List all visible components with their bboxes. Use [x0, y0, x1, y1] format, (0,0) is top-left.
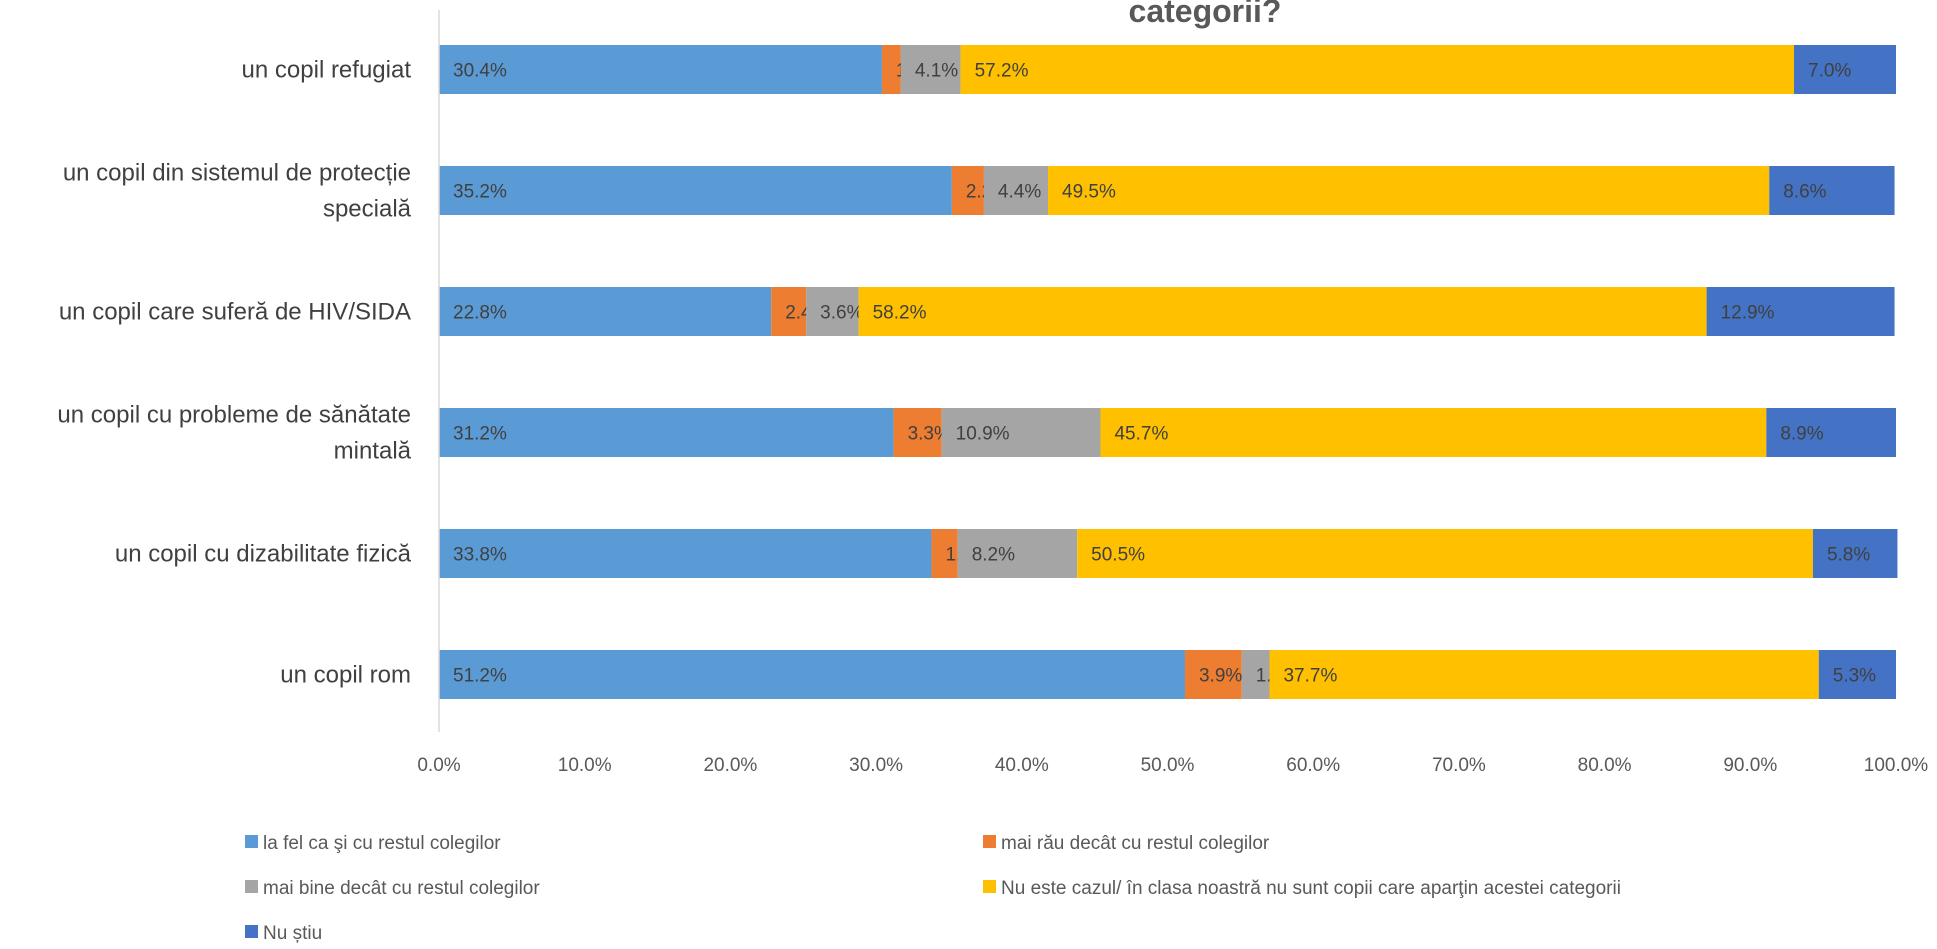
x-tick-label: 70.0% — [1432, 755, 1486, 776]
data-label: 3.6% — [820, 303, 863, 324]
category-label: un copil refugiat — [242, 57, 412, 84]
data-label: 4.1% — [915, 61, 958, 82]
bar-segment — [951, 166, 984, 215]
x-tick-label: 40.0% — [995, 755, 1049, 776]
x-tick-label: 90.0% — [1723, 755, 1777, 776]
bar-segment — [1769, 166, 1895, 215]
legend-swatch — [983, 880, 996, 893]
bar-segment — [1706, 287, 1895, 336]
data-label: 58.2% — [873, 303, 927, 324]
bar-segment — [900, 45, 961, 94]
data-label: 22.8% — [453, 303, 507, 324]
x-tick-label: 60.0% — [1286, 755, 1340, 776]
x-tick-label: 10.0% — [558, 755, 612, 776]
bar-segment — [1184, 650, 1242, 699]
bar-segment — [1766, 408, 1896, 457]
category-label: un copil din sistemul de protecție specia… — [63, 160, 412, 223]
category-label: un copil rom — [280, 662, 411, 689]
data-label: 3.3% — [908, 424, 951, 445]
x-tick-label: 80.0% — [1578, 755, 1632, 776]
bar-segment — [1794, 45, 1896, 94]
category-label: un copil care suferă de HIV/SIDA — [59, 299, 411, 326]
data-label: 3.9% — [1199, 666, 1242, 687]
data-label: 5.8% — [1827, 545, 1870, 566]
data-label: 37.7% — [1283, 666, 1337, 687]
bar-segment — [439, 408, 894, 457]
bar-segment — [881, 45, 901, 94]
data-label: 50.5% — [1091, 545, 1145, 566]
legend-swatch — [245, 925, 258, 938]
data-label: 8.2% — [972, 545, 1015, 566]
category-label: un copil cu probleme de sănătate mintală — [57, 402, 411, 465]
legend-item-label: la fel ca şi cu restul colegilor — [263, 833, 501, 854]
x-axis: 0.0% 10.0% 20.0% 30.0% 40.0% 50.0% 60.0% 70.0% 8… — [417, 10, 1928, 776]
data-label: 8.6% — [1783, 182, 1826, 203]
bars-layer: 30.4%1.3%4.1%57.2%7.0%35.2%2.2%4.4%49.5%… — [439, 45, 1898, 699]
data-label: 57.2% — [975, 61, 1029, 82]
data-label: 45.7% — [1114, 424, 1168, 445]
bar-segment — [771, 287, 807, 336]
chart-title: categorii? — [1129, 0, 1282, 29]
bar-segment — [931, 529, 958, 578]
bar-segment — [1100, 408, 1767, 457]
x-tick-label: 100.0% — [1864, 755, 1929, 776]
legend-item-label: mai rău decât cu restul colegilor — [1001, 833, 1270, 854]
legend: la fel ca şi cu restul colegilor mai rău … — [245, 833, 1621, 944]
bar-segment — [1818, 650, 1896, 699]
data-label: 31.2% — [453, 424, 507, 445]
bar-segment — [941, 408, 1101, 457]
data-label: 4.4% — [998, 182, 1041, 203]
bar-segment — [439, 45, 882, 94]
legend-swatch — [245, 880, 258, 893]
data-label: 7.0% — [1808, 61, 1851, 82]
x-tick-label: 20.0% — [703, 755, 757, 776]
data-label: 35.2% — [453, 182, 507, 203]
category-labels: un copil refugiat un copil din sistemul d… — [57, 57, 411, 689]
data-label: 51.2% — [453, 666, 507, 687]
bar-segment — [439, 166, 952, 215]
bar-segment — [1077, 529, 1813, 578]
bar-segment — [1812, 529, 1898, 578]
bar-segment — [1269, 650, 1819, 699]
data-label: 8.9% — [1780, 424, 1823, 445]
legend-item-label: Nu este cazul/ în clasa noastră nu sunt … — [1001, 878, 1621, 899]
x-tick-label: 30.0% — [849, 755, 903, 776]
data-label: 30.4% — [453, 61, 507, 82]
bar-segment — [806, 287, 859, 336]
legend-item-label: mai bine decât cu restul colegilor — [263, 878, 540, 899]
bar-segment — [957, 529, 1078, 578]
legend-swatch — [245, 835, 258, 848]
bar-segment — [983, 166, 1049, 215]
legend-swatch — [983, 835, 996, 848]
bar-segment — [893, 408, 942, 457]
bar-segment — [1241, 650, 1270, 699]
bar-segment — [1048, 166, 1770, 215]
data-label: 5.3% — [1833, 666, 1876, 687]
bar-segment — [439, 650, 1185, 699]
bar-segment — [858, 287, 1707, 336]
legend-item-label: Nu știu — [263, 923, 322, 944]
bar-segment — [439, 287, 772, 336]
data-label: 12.9% — [1721, 303, 1775, 324]
data-label: 10.9% — [956, 424, 1010, 445]
bar-segment — [960, 45, 1795, 94]
bar-segment — [439, 529, 932, 578]
data-label: 33.8% — [453, 545, 507, 566]
x-tick-label: 0.0% — [417, 755, 460, 776]
x-tick-label: 50.0% — [1141, 755, 1195, 776]
data-label: 49.5% — [1062, 182, 1116, 203]
category-label: un copil cu dizabilitate fizică — [115, 541, 412, 568]
